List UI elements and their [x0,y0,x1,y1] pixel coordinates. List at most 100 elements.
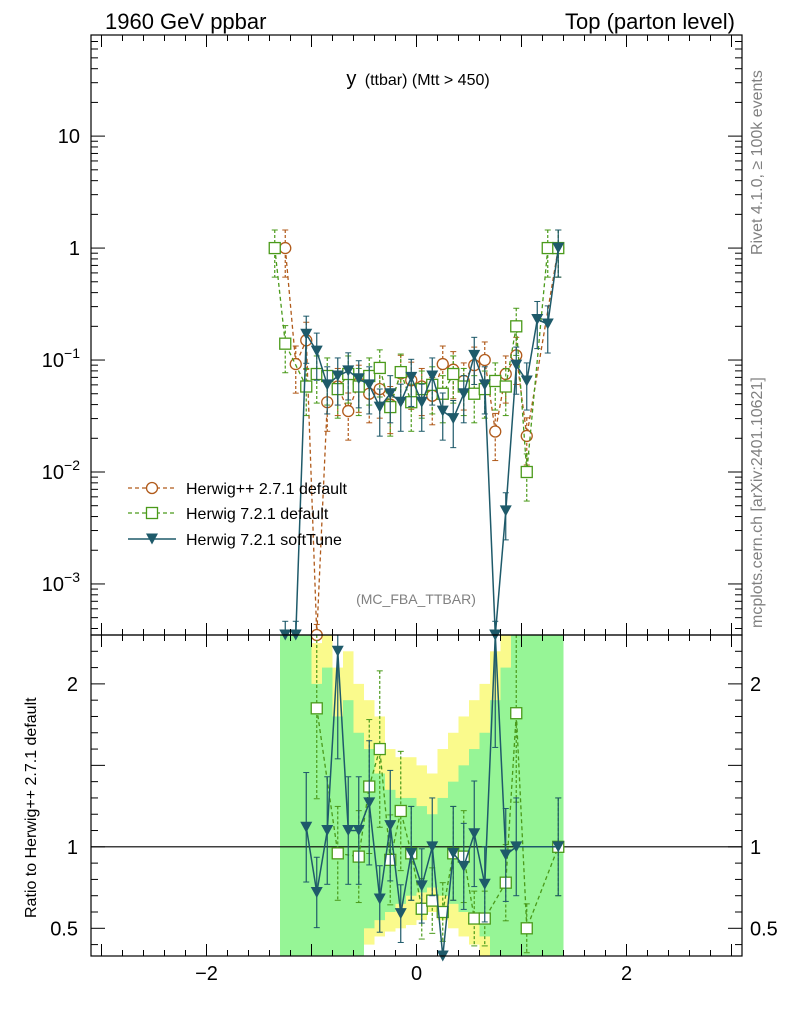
ratio-point-triangle [352,825,365,837]
main-point-square [489,374,502,388]
main-series-line [285,247,560,636]
main-series-dashed-open-circle [279,229,565,642]
ratio-point-triangle [373,893,386,905]
main-point-triangle [552,242,565,254]
ratio-point-square [520,922,533,935]
ratio-band-green-bin [311,683,322,956]
main-point-triangle [541,318,554,330]
legend-marker-softtune [146,533,158,545]
main-y-tick-base: 10 [42,574,64,596]
ratio-y-tick-label-left: 1 [67,837,78,859]
ratio-band-green-bin [290,635,301,956]
ratio-point-triangle [321,825,334,837]
legend-label-herwigpp: Herwig++ 2.7.1 default [186,481,348,498]
ratio-point-square [331,847,344,860]
ratio-point-square [426,894,439,907]
ratio-point-square [394,804,407,818]
ratio-ylabel: Ratio to Herwig++ 2.7.1 default [23,697,40,918]
main-point-triangle [331,370,344,382]
main-y-tick-base: 10 [58,126,80,148]
ratio-point-triangle [468,828,481,840]
main-y-tick-exponent: −3 [64,569,80,585]
ratio-y-tick-label-right: 2 [750,674,761,696]
ratio-point-triangle [415,880,428,892]
main-y-tick-label: 1 [69,238,80,260]
ratio-point-triangle [310,886,323,898]
ratio-band-green-bin [490,700,501,956]
main-point-circle [478,353,491,367]
main-series-solid-filled-triangle [279,229,565,641]
ratio-point-triangle [499,849,512,861]
ratio-band-green-bin [280,635,291,956]
x-tick-label: 2 [621,963,632,985]
main-point-triangle [310,345,323,357]
main-point-triangle [394,396,407,408]
main-point-square [279,337,292,350]
ratio-point-square [373,742,386,756]
ratio-point-triangle [447,847,460,859]
legend-marker-herwigpp [145,481,159,495]
x-tick-label: −2 [195,963,218,985]
legend-entry-herwig721: Herwig 7.2.1 default [128,506,329,523]
header-left: 1960 GeV ppbar [105,9,266,34]
ratio-band-green-bin [521,635,532,956]
main-point-triangle [415,396,428,408]
main-y-tick-label: 10−3 [42,569,80,596]
legend-label-softtune: Herwig 7.2.1 softTune [186,532,342,549]
analysis-watermark: (MC_FBA_TTBAR) [356,591,476,607]
main-point-triangle [300,328,313,340]
main-y-tick-base: 1 [69,238,80,260]
main-point-square [394,365,407,379]
main-point-square [268,241,281,255]
ratio-band-green-bin [532,635,553,956]
main-point-triangle [342,365,355,377]
main-point-triangle [373,401,386,413]
legend-marker-herwig721 [145,506,159,520]
main-title-suffix: (ttbar) (Mtt > 450) [365,72,490,89]
main-point-triangle [426,370,439,382]
main-series-dashed-open-square [268,229,565,502]
main-point-triangle [352,373,365,385]
ratio-point-triangle [331,645,344,657]
ratio-band-green-bin [479,732,490,937]
ratio-series-solid-filled-triangle [300,629,565,962]
main-y-tick-base: 10 [42,350,64,372]
ratio-point-square [468,912,481,925]
main-point-circle [342,404,355,418]
main-series-line [284,247,559,636]
main-point-triangle [531,314,544,326]
ratio-point-triangle [478,878,491,890]
main-point-triangle [436,405,449,417]
main-point-triangle [510,359,523,371]
main-y-tick-label: 10−2 [42,457,80,484]
ratio-band-green-bin [332,716,343,956]
rivet-version-label: Rivet 4.1.0, ≥ 100k events [749,70,766,255]
main-y-tick-exponent: −1 [64,345,80,361]
main-point-square [447,367,460,381]
main-point-triangle [478,379,491,391]
main-y-tick-base: 10 [42,462,64,484]
mcplots-source-label: mcplots.cern.ch [arXiv:2401.10621] [749,377,766,628]
ratio-point-triangle [552,841,565,853]
ratio-point-square [310,702,323,715]
ratio-point-triangle [363,797,376,809]
legend-label-herwig721: Herwig 7.2.1 default [186,506,329,523]
main-point-circle [436,357,449,371]
ratio-y-tick-label-left: 2 [67,674,78,696]
main-point-triangle [405,371,418,383]
ratio-point-triangle [426,841,439,853]
main-y-tick-label: 10−1 [42,345,80,372]
x-tick-label: 0 [411,963,422,985]
main-panel-series [268,229,565,642]
ratio-point-triangle [342,825,355,837]
ratio-point-triangle [384,820,397,832]
main-point-triangle [321,379,334,391]
main-point-triangle [468,349,481,361]
main-point-square [468,387,481,400]
main-point-triangle [457,388,470,400]
main-y-tick-label: 10 [58,126,80,148]
main-point-triangle [384,388,397,400]
legend: Herwig++ 2.7.1 default Herwig 7.2.1 defa… [128,481,348,549]
